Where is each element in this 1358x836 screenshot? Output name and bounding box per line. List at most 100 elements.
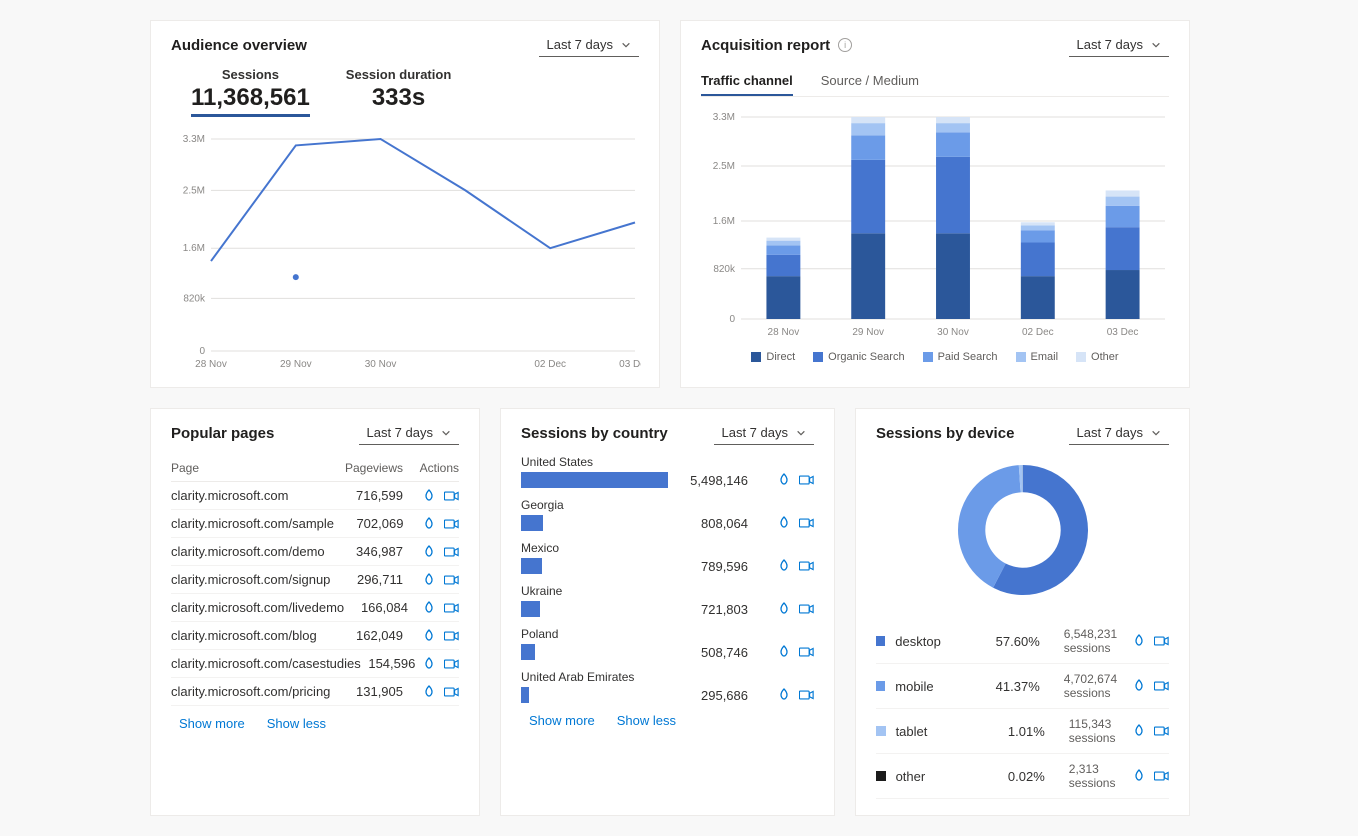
recordings-icon[interactable]	[444, 684, 459, 699]
heatmap-icon[interactable]	[776, 473, 791, 488]
country-name: Ukraine	[521, 584, 814, 598]
heatmap-icon[interactable]	[776, 688, 791, 703]
audience-daterange-dropdown[interactable]: Last 7 days	[539, 33, 640, 57]
heatmap-icon[interactable]	[421, 628, 436, 643]
svg-text:28 Nov: 28 Nov	[768, 327, 800, 338]
heatmap-icon[interactable]	[1131, 769, 1146, 784]
heatmap-icon[interactable]	[776, 559, 791, 574]
device-name: tablet	[896, 724, 978, 739]
heatmap-icon[interactable]	[421, 516, 436, 531]
show-more-link[interactable]: Show more	[529, 713, 595, 728]
show-less-link[interactable]: Show less	[617, 713, 676, 728]
recordings-icon[interactable]	[444, 516, 459, 531]
device-pct: 1.01%	[978, 724, 1045, 739]
svg-text:0: 0	[199, 346, 205, 357]
recordings-icon[interactable]	[1154, 724, 1169, 739]
device-row: mobile 41.37% 4,702,674 sessions	[876, 664, 1169, 709]
acquisition-bar-chart: 0820k1.6M2.5M3.3M28 Nov29 Nov30 Nov02 De…	[701, 111, 1169, 341]
legend-item: Organic Search	[813, 351, 904, 363]
devices-rows: desktop 57.60% 6,548,231 sessions mobile…	[876, 619, 1169, 799]
countries-daterange-dropdown[interactable]: Last 7 days	[714, 421, 815, 445]
svg-text:1.6M: 1.6M	[183, 243, 205, 254]
svg-text:28 Nov: 28 Nov	[195, 359, 227, 370]
recordings-icon[interactable]	[799, 473, 814, 488]
device-name: other	[896, 769, 978, 784]
recordings-icon[interactable]	[444, 544, 459, 559]
heatmap-icon[interactable]	[1131, 679, 1146, 694]
pages-daterange-dropdown[interactable]: Last 7 days	[359, 421, 460, 445]
dropdown-label: Last 7 days	[547, 37, 614, 52]
page-url: clarity.microsoft.com	[171, 488, 333, 503]
heatmap-icon[interactable]	[421, 600, 436, 615]
country-value: 5,498,146	[678, 473, 748, 488]
device-name: mobile	[895, 679, 975, 694]
recordings-icon[interactable]	[1154, 634, 1169, 649]
svg-text:30 Nov: 30 Nov	[365, 359, 397, 370]
device-row: tablet 1.01% 115,343 sessions	[876, 709, 1169, 754]
recordings-icon[interactable]	[799, 688, 814, 703]
heatmap-icon[interactable]	[1131, 724, 1146, 739]
svg-text:03 Dec: 03 Dec	[619, 359, 641, 370]
table-row: clarity.microsoft.com/demo 346,987	[171, 538, 459, 566]
devices-title: Sessions by device	[876, 425, 1014, 442]
table-row: clarity.microsoft.com 716,599	[171, 482, 459, 510]
tab-traffic-channel[interactable]: Traffic channel	[701, 67, 793, 96]
country-row: Mexico 789,596	[521, 541, 814, 574]
recordings-icon[interactable]	[799, 559, 814, 574]
table-row: clarity.microsoft.com/casestudies 154,59…	[171, 650, 459, 678]
chevron-down-icon	[441, 428, 451, 438]
recordings-icon[interactable]	[444, 628, 459, 643]
table-row: clarity.microsoft.com/pricing 131,905	[171, 678, 459, 706]
svg-text:820k: 820k	[713, 264, 736, 275]
recordings-icon[interactable]	[444, 488, 459, 503]
country-value: 721,803	[678, 602, 748, 617]
country-bar	[521, 644, 668, 660]
heatmap-icon[interactable]	[421, 488, 436, 503]
svg-text:30 Nov: 30 Nov	[937, 327, 969, 338]
device-swatch	[876, 636, 885, 646]
recordings-icon[interactable]	[1154, 679, 1169, 694]
chevron-down-icon	[621, 40, 631, 50]
device-pct: 57.60%	[975, 634, 1040, 649]
heatmap-icon[interactable]	[1131, 634, 1146, 649]
heatmap-icon[interactable]	[421, 572, 436, 587]
page-url: clarity.microsoft.com/sample	[171, 516, 334, 531]
recordings-icon[interactable]	[799, 516, 814, 531]
heatmap-icon[interactable]	[776, 516, 791, 531]
col-actions: Actions	[403, 461, 459, 475]
recordings-icon[interactable]	[444, 656, 459, 671]
tab-source-medium[interactable]: Source / Medium	[821, 67, 919, 96]
card-popular-pages: Popular pages Last 7 days Page Pageviews…	[150, 408, 480, 816]
legend-item: Direct	[751, 351, 795, 363]
country-bar	[521, 472, 668, 488]
svg-text:2.5M: 2.5M	[713, 161, 735, 172]
kpi-sessions[interactable]: Sessions 11,368,561	[191, 67, 310, 117]
country-row: United Arab Emirates 295,686	[521, 670, 814, 703]
chevron-down-icon	[796, 428, 806, 438]
card-sessions-by-country: Sessions by country Last 7 days United S…	[500, 408, 835, 816]
kpi-session-duration[interactable]: Session duration 333s	[346, 67, 451, 117]
heatmap-icon[interactable]	[421, 684, 436, 699]
recordings-icon[interactable]	[799, 645, 814, 660]
show-less-link[interactable]: Show less	[267, 716, 326, 731]
info-icon[interactable]: i	[838, 38, 852, 52]
device-row: desktop 57.60% 6,548,231 sessions	[876, 619, 1169, 664]
heatmap-icon[interactable]	[776, 602, 791, 617]
devices-daterange-dropdown[interactable]: Last 7 days	[1069, 421, 1170, 445]
acquisition-daterange-dropdown[interactable]: Last 7 days	[1069, 33, 1170, 57]
show-more-link[interactable]: Show more	[179, 716, 245, 731]
country-row: Georgia 808,064	[521, 498, 814, 531]
audience-line-chart: 0820k1.6M2.5M3.3M 28 Nov29 Nov30 Nov02 D…	[171, 131, 639, 371]
recordings-icon[interactable]	[444, 600, 459, 615]
recordings-icon[interactable]	[1154, 769, 1169, 784]
recordings-icon[interactable]	[799, 602, 814, 617]
page-url: clarity.microsoft.com/casestudies	[171, 656, 361, 671]
pages-rows: clarity.microsoft.com 716,599 clarity.mi…	[171, 482, 459, 706]
legend-item: Other	[1076, 351, 1119, 363]
heatmap-icon[interactable]	[421, 544, 436, 559]
country-name: Poland	[521, 627, 814, 641]
recordings-icon[interactable]	[444, 572, 459, 587]
heatmap-icon[interactable]	[421, 656, 436, 671]
heatmap-icon[interactable]	[776, 645, 791, 660]
col-page: Page	[171, 461, 333, 475]
